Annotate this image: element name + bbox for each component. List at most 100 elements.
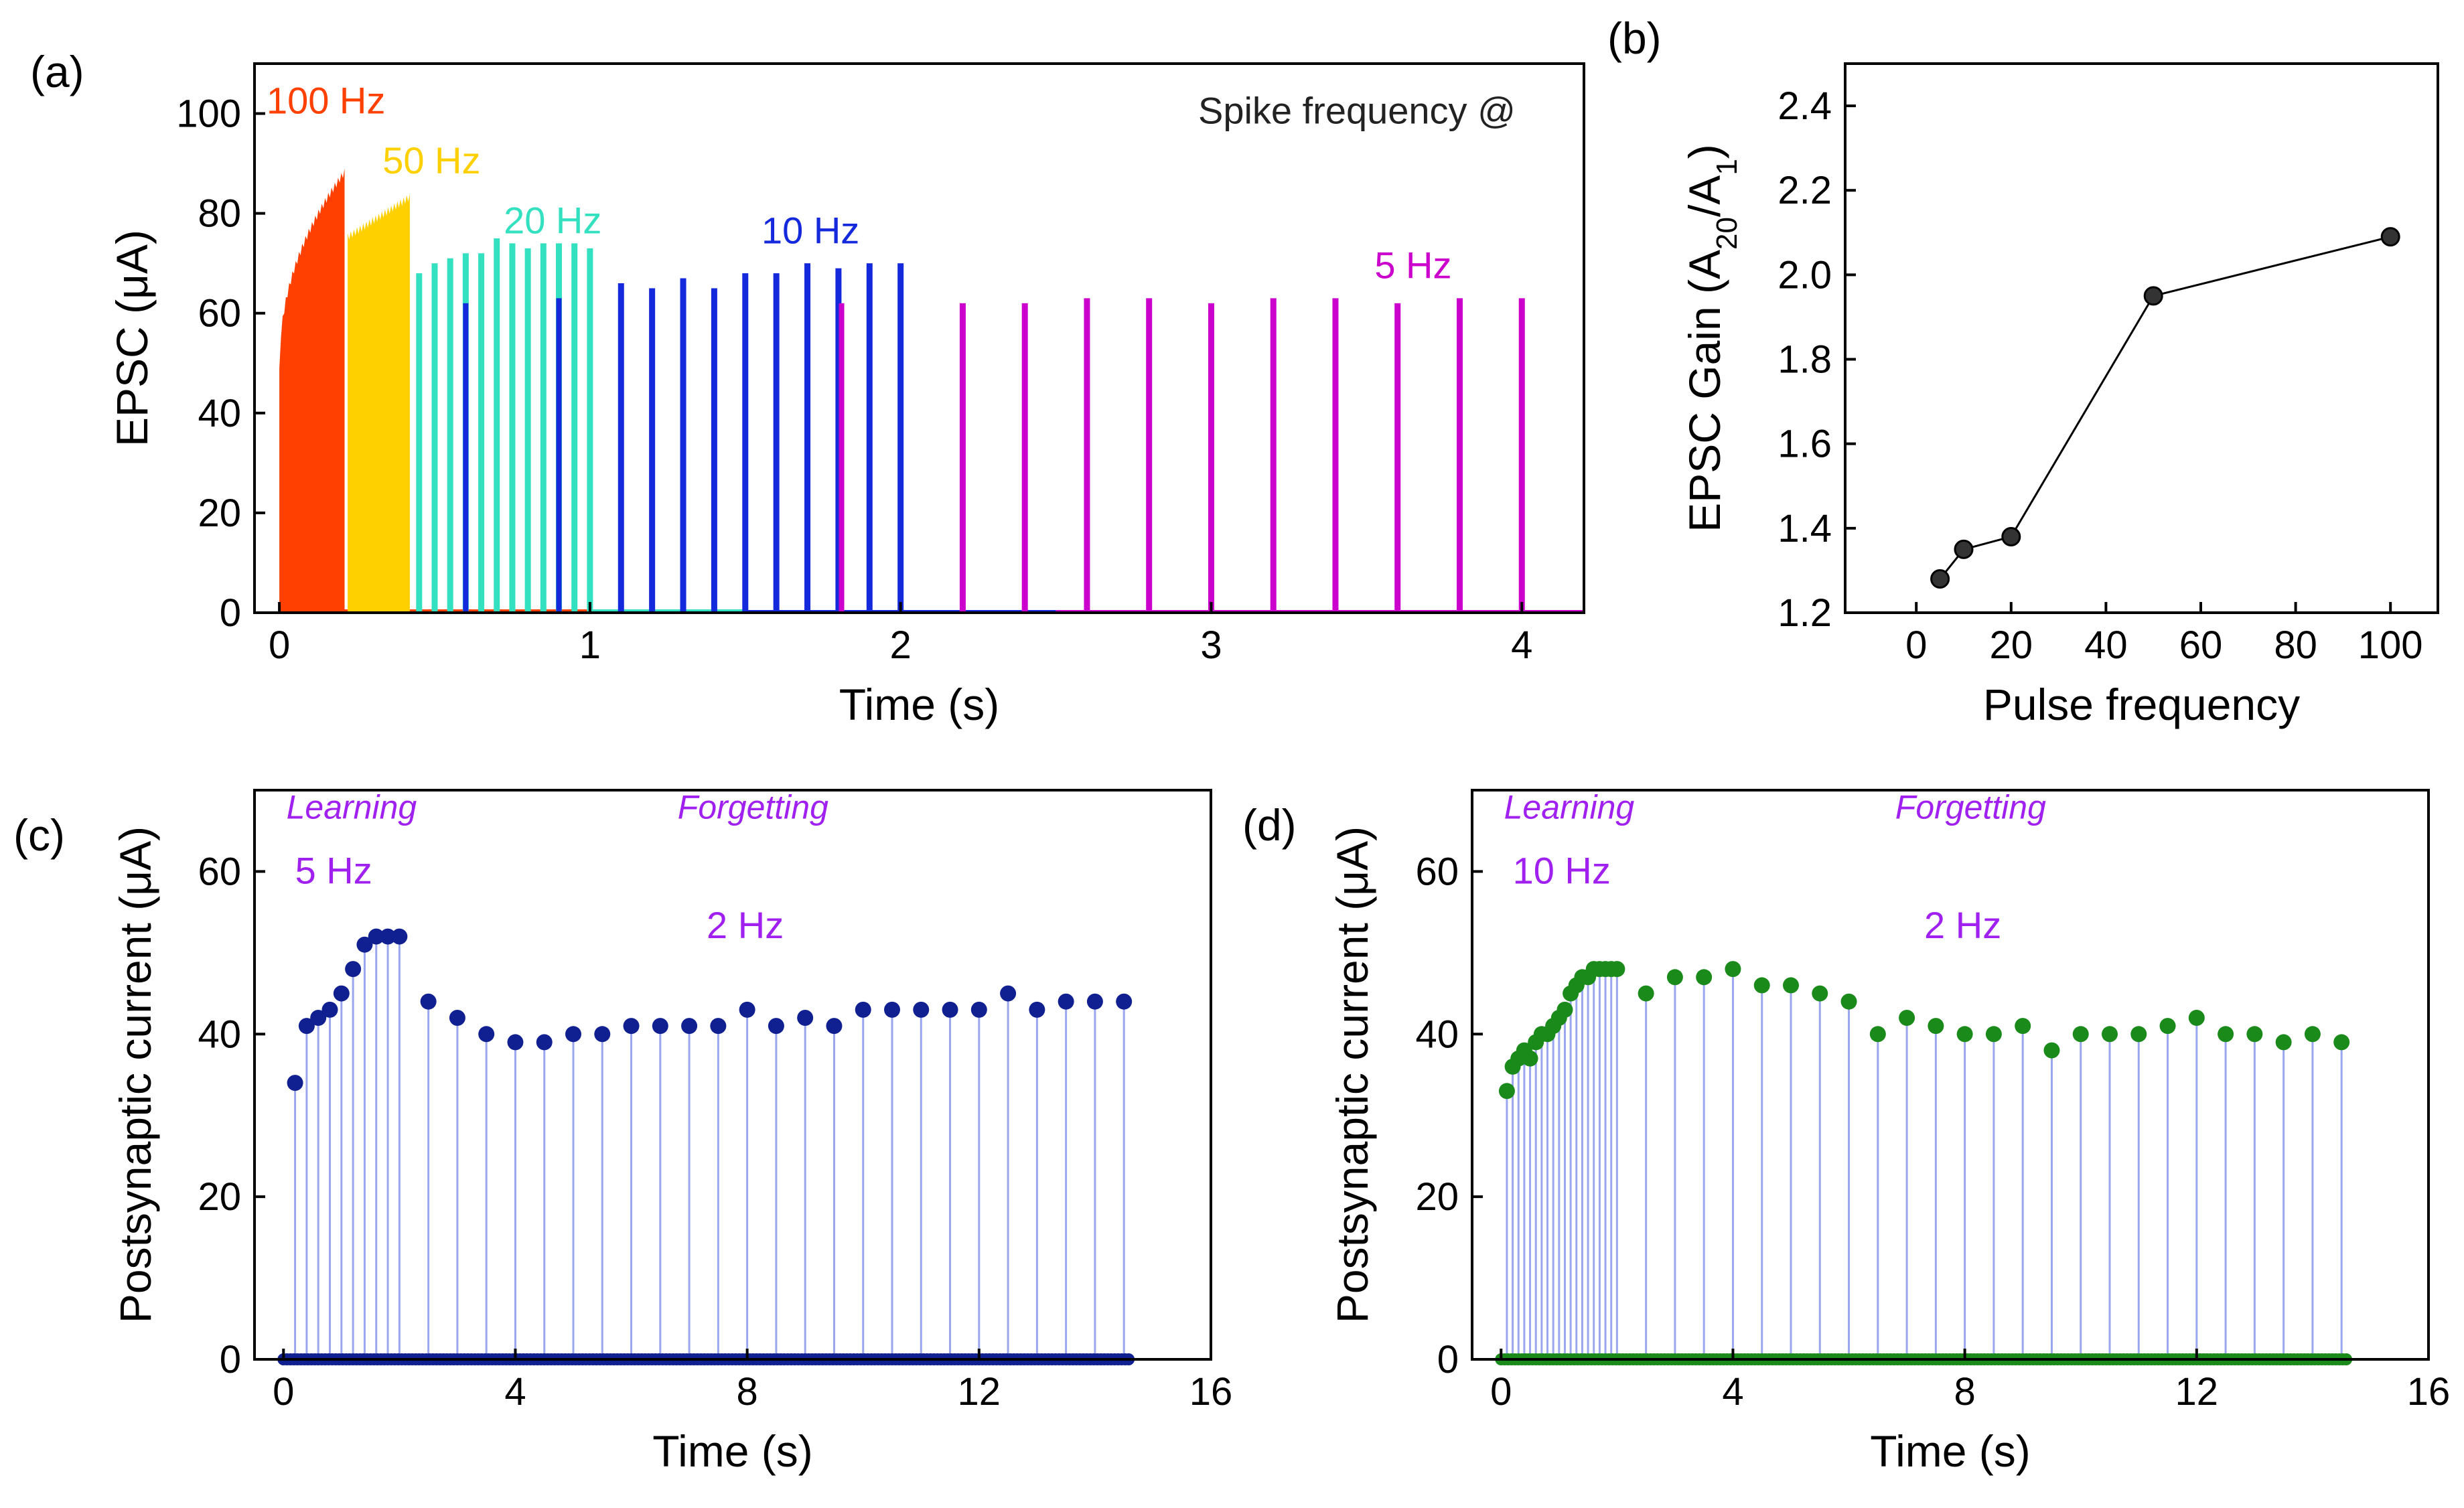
data-point bbox=[2333, 1034, 2350, 1051]
plot-frame bbox=[253, 62, 1585, 614]
y-tick-label: 40 bbox=[198, 392, 241, 435]
spike-bar bbox=[463, 303, 469, 613]
spike-bar bbox=[1208, 303, 1214, 613]
x-tick-label: 60 bbox=[2179, 623, 2223, 667]
y-tick-label: 100 bbox=[176, 92, 241, 136]
ylabel-sub1: 20 bbox=[1711, 217, 1743, 250]
series-label: 10 Hz bbox=[762, 209, 859, 251]
gain-point bbox=[2143, 286, 2163, 306]
data-point bbox=[1840, 993, 1857, 1010]
y-tick-label: 1.6 bbox=[1778, 423, 1832, 466]
spike-bar bbox=[742, 273, 749, 613]
x-tick-label: 20 bbox=[1990, 623, 2033, 667]
panel-c: Learning Forgetting 5 Hz 2 Hz 0 4 8 12 16 0 20 40 60… bbox=[13, 789, 1232, 1477]
x-tick-label: 0 bbox=[1905, 623, 1927, 667]
data-point bbox=[2275, 1034, 2292, 1051]
data-point bbox=[1928, 1018, 1944, 1035]
x-tick-label: 4 bbox=[1722, 1370, 1743, 1414]
y-axis-label: Postsynaptic current (μA) bbox=[111, 826, 160, 1323]
x-tick-label: 80 bbox=[2274, 623, 2317, 667]
data-point bbox=[1869, 1026, 1886, 1043]
data-point bbox=[321, 1001, 338, 1018]
x-tick-label: 1 bbox=[579, 623, 601, 667]
forgetting-annotation: Forgetting bbox=[1895, 789, 2046, 826]
y-tick-label: 40 bbox=[198, 1012, 241, 1056]
data-point bbox=[970, 1001, 987, 1018]
data-point bbox=[478, 1026, 495, 1043]
panel-label: (a) bbox=[30, 47, 84, 96]
data-point bbox=[420, 993, 437, 1010]
forget_freq-annotation: 2 Hz bbox=[707, 904, 784, 946]
data-point bbox=[1725, 961, 1741, 978]
data-point bbox=[913, 1001, 930, 1018]
spike-bar bbox=[556, 298, 562, 613]
spike-bar bbox=[416, 273, 423, 613]
data-point bbox=[681, 1018, 698, 1035]
ylabel-mid: /A bbox=[1680, 175, 1729, 217]
gain-line bbox=[1939, 236, 2391, 580]
data-point bbox=[449, 1010, 465, 1026]
x-tick-label: 16 bbox=[2407, 1370, 2451, 1414]
spike-bar bbox=[1270, 298, 1277, 613]
x-tick-label: 0 bbox=[269, 623, 290, 667]
data-point bbox=[1638, 985, 1654, 1002]
y-tick-label: 1.4 bbox=[1778, 507, 1832, 550]
x-tick-label: 12 bbox=[2175, 1370, 2219, 1414]
plot-frame bbox=[1471, 789, 2430, 1361]
data-point bbox=[2072, 1026, 2089, 1043]
data-point bbox=[2015, 1018, 2031, 1035]
y-axis-label: EPSC (μA) bbox=[107, 230, 157, 447]
ylabel-main: EPSC Gain (A bbox=[1680, 250, 1729, 532]
data-point bbox=[1522, 1050, 1538, 1067]
data-point bbox=[1556, 1001, 1573, 1018]
gain-point bbox=[2001, 526, 2021, 546]
spike-bar bbox=[1518, 298, 1525, 613]
panel-label: (c) bbox=[13, 810, 65, 860]
gain-point bbox=[1954, 539, 1974, 559]
spike-bar bbox=[509, 243, 516, 613]
data-point bbox=[1116, 993, 1133, 1010]
spike-bar bbox=[711, 288, 717, 613]
panel-label: (b) bbox=[1607, 13, 1662, 63]
spike-bar bbox=[494, 238, 500, 613]
spike-bar bbox=[1332, 298, 1339, 613]
data-point bbox=[855, 1001, 871, 1018]
y-tick-label: 60 bbox=[198, 292, 241, 335]
spike-bar bbox=[431, 263, 438, 613]
spike-bar bbox=[1021, 303, 1028, 613]
ylabel-end: ) bbox=[1680, 144, 1729, 159]
y-tick-label: 20 bbox=[198, 1175, 241, 1219]
spike-bar bbox=[866, 263, 873, 613]
learn_freq-annotation: 5 Hz bbox=[295, 850, 372, 892]
series-label: 20 Hz bbox=[504, 199, 601, 241]
spike-bar bbox=[1394, 303, 1401, 613]
y-tick-label: 60 bbox=[1415, 850, 1459, 893]
gain-point bbox=[2380, 227, 2400, 247]
y-tick-label: 80 bbox=[198, 192, 241, 236]
y-tick-label: 2.4 bbox=[1778, 84, 1832, 128]
panel-label: (d) bbox=[1242, 800, 1297, 850]
plot-frame bbox=[253, 789, 1212, 1361]
spike-bar bbox=[1146, 298, 1153, 613]
x-axis-label: Pulse frequency bbox=[1983, 680, 2300, 729]
spike-bar bbox=[649, 288, 656, 613]
filled-burst-1 bbox=[348, 193, 410, 613]
learning-annotation: Learning bbox=[287, 789, 417, 826]
data-point bbox=[1000, 985, 1017, 1002]
y-axis-label: Postsynaptic current (μA) bbox=[1327, 826, 1377, 1323]
spike-bar bbox=[839, 303, 845, 613]
data-point bbox=[884, 1001, 900, 1018]
y-tick-label: 40 bbox=[1415, 1012, 1459, 1056]
x-tick-label: 0 bbox=[273, 1370, 294, 1414]
spike-bar bbox=[524, 248, 531, 613]
x-axis-label: Time (s) bbox=[1870, 1426, 2031, 1476]
data-point bbox=[356, 936, 373, 953]
data-point bbox=[594, 1026, 611, 1043]
data-point bbox=[623, 1018, 640, 1035]
spike-bar bbox=[1456, 298, 1463, 613]
panel-b: 0 20 40 60 80 100 1.2 1.4 1.6 1.8 2.0 2.2 2.4 Pulse f… bbox=[1607, 13, 2439, 729]
data-point bbox=[1058, 993, 1074, 1010]
x-tick-label: 2 bbox=[890, 623, 912, 667]
data-point bbox=[380, 928, 396, 945]
forget_freq-annotation: 2 Hz bbox=[1924, 904, 2001, 946]
